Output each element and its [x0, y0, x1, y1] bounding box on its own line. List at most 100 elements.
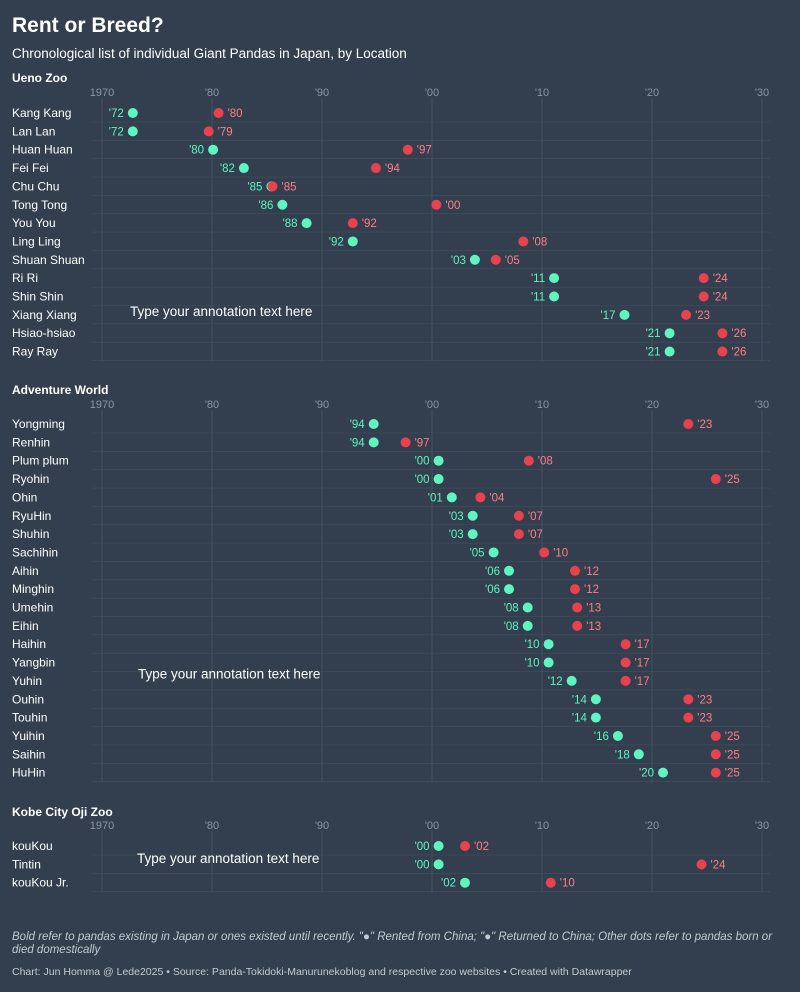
end-dot: [717, 328, 728, 339]
start-label: '92: [329, 236, 344, 248]
x-tick-label: '90: [315, 820, 329, 832]
row-label: Kang Kang: [12, 106, 71, 120]
start-label: '86: [258, 200, 273, 212]
start-dot: [238, 163, 249, 174]
row-label: Ouhin: [12, 692, 44, 706]
chart-panel: Ueno Zoo 1970 '80 '90 '00 '10 '20 '30 Kang Kang '…: [12, 71, 770, 362]
end-dot: [539, 547, 550, 558]
row-label: You You: [12, 216, 56, 230]
row-label: Saihin: [12, 747, 45, 761]
end-label: '23: [697, 419, 712, 431]
start-dot: [549, 291, 560, 302]
end-label: '10: [560, 878, 575, 890]
row-label: Shuhin: [12, 527, 49, 541]
x-tick-label: '10: [535, 87, 549, 99]
row-label: kouKou: [12, 839, 53, 853]
start-dot: [549, 273, 560, 284]
end-label: '25: [725, 768, 740, 780]
end-label: '12: [584, 584, 599, 596]
x-tick-label: '30: [755, 87, 769, 99]
start-label: '06: [485, 566, 500, 578]
start-label: '11: [531, 273, 545, 285]
start-label: '17: [601, 310, 616, 322]
row-label: Tong Tong: [12, 198, 67, 212]
start-dot: [619, 309, 630, 320]
range-charts: Ueno Zoo 1970 '80 '90 '00 '10 '20 '30 Kang Kang '…: [12, 71, 770, 893]
row-label: Hsiao-hsiao: [12, 326, 76, 340]
end-dot: [545, 877, 556, 888]
start-label: '03: [451, 255, 466, 267]
row-label: Touhin: [12, 711, 47, 725]
start-dot: [460, 877, 470, 888]
end-label: '12: [584, 566, 599, 578]
x-tick-label: '90: [315, 87, 329, 99]
start-dot: [469, 254, 480, 265]
start-label: '80: [189, 145, 204, 157]
start-label: '82: [220, 163, 235, 175]
end-dot: [203, 126, 214, 137]
end-dot: [475, 492, 486, 503]
end-label: '80: [228, 108, 243, 120]
end-dot: [698, 273, 709, 284]
end-dot: [572, 602, 583, 613]
end-dot: [681, 309, 692, 320]
end-label: '08: [538, 456, 553, 468]
row-label: Huan Huan: [12, 143, 73, 157]
start-label: '12: [548, 676, 563, 688]
start-label: '05: [470, 547, 485, 559]
start-dot: [127, 126, 138, 137]
end-dot: [620, 639, 631, 650]
start-dot: [658, 767, 668, 778]
start-dot: [488, 547, 499, 558]
start-label: '72: [109, 108, 124, 120]
start-label: '00: [415, 456, 430, 468]
start-dot: [664, 346, 675, 357]
start-label: '10: [525, 658, 540, 670]
end-dot: [431, 199, 442, 210]
end-dot: [513, 529, 524, 540]
start-dot: [208, 144, 219, 155]
start-dot: [612, 730, 623, 741]
end-label: '08: [532, 236, 547, 248]
row-label: Ray Ray: [12, 345, 58, 359]
x-tick-label: 1970: [90, 87, 114, 99]
start-dot: [127, 108, 138, 118]
start-label: '20: [639, 768, 654, 780]
row-label: Yangbin: [12, 656, 55, 670]
start-dot: [590, 694, 601, 705]
end-dot: [683, 712, 694, 723]
end-label: '25: [725, 474, 740, 486]
end-dot: [347, 218, 358, 229]
chart-title: Adventure World: [12, 383, 108, 397]
row-label: kouKou Jr.: [12, 876, 69, 890]
end-label: '24: [711, 859, 727, 871]
start-dot: [433, 474, 444, 485]
start-label: '03: [449, 511, 464, 523]
end-label: '13: [586, 603, 601, 615]
chart-annotation: Type your annotation text here: [137, 851, 319, 866]
x-tick-label: '20: [645, 87, 659, 99]
start-label: '72: [109, 126, 124, 138]
start-label: '14: [572, 694, 588, 706]
end-label: '17: [635, 676, 650, 688]
start-label: '01: [428, 492, 443, 504]
end-label: '17: [635, 658, 650, 670]
x-tick-label: '90: [315, 399, 329, 411]
end-dot: [696, 859, 707, 870]
end-dot: [570, 565, 580, 576]
start-dot: [522, 620, 533, 631]
start-label: '21: [646, 328, 661, 340]
end-label: '24: [713, 292, 729, 304]
chart-annotation: Type your annotation text here: [138, 667, 320, 682]
end-label: '23: [695, 310, 710, 322]
start-label: '08: [504, 621, 519, 633]
start-dot: [590, 712, 601, 723]
end-label: '07: [528, 511, 543, 523]
x-tick-label: '00: [425, 87, 439, 99]
row-label: HuHin: [12, 766, 45, 780]
end-label: '23: [697, 694, 712, 706]
chart-annotation: Type your annotation text here: [130, 304, 312, 319]
end-label: '92: [362, 218, 377, 230]
x-tick-label: '10: [535, 820, 549, 832]
start-label: '00: [415, 474, 430, 486]
